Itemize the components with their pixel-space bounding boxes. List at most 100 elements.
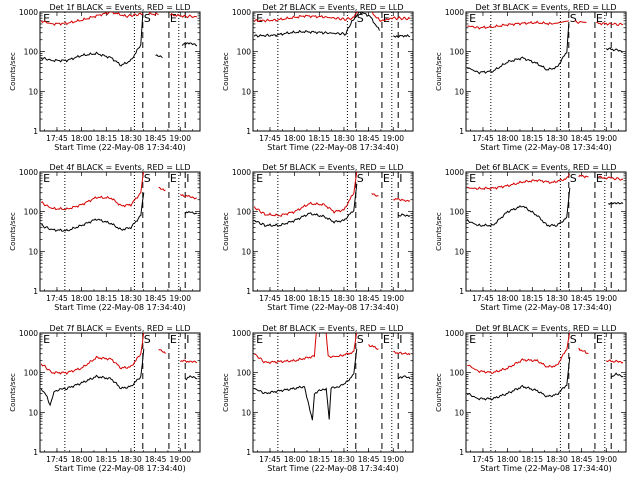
x-tick-label: 18:30 bbox=[333, 455, 355, 464]
x-axis-label: Start Time (22-May-08 17:34:40) bbox=[267, 303, 398, 312]
series-events-black bbox=[397, 375, 411, 380]
y-tick-label: 10 bbox=[28, 247, 38, 256]
series-lld-red bbox=[179, 359, 198, 363]
x-tick-label: 18:00 bbox=[284, 455, 306, 464]
y-tick-label: 10 bbox=[454, 408, 464, 417]
event-marker: E bbox=[383, 333, 390, 346]
x-tick-label: 18:00 bbox=[71, 294, 93, 303]
plot-frame bbox=[39, 11, 201, 132]
series-events-black bbox=[41, 192, 145, 232]
event-marker: E bbox=[43, 172, 50, 185]
x-axis-label: Start Time (22-May-08 17:34:40) bbox=[480, 303, 611, 312]
x-tick-label: 18:45 bbox=[571, 294, 593, 303]
x-axis-label: Start Time (22-May-08 17:34:40) bbox=[54, 143, 185, 152]
panel-title: Det 5f BLACK = Events, RED = LLD bbox=[262, 163, 403, 172]
x-tick-label: 17:45 bbox=[46, 294, 68, 303]
y-tick-label: 100 bbox=[450, 208, 465, 217]
x-tick-label: 18:15 bbox=[521, 294, 543, 303]
y-tick-label: 10 bbox=[454, 247, 464, 256]
plot-frame bbox=[465, 332, 627, 453]
event-marker: E bbox=[170, 12, 177, 25]
y-tick-label: 10 bbox=[28, 408, 38, 417]
x-tick-label: 18:30 bbox=[546, 294, 568, 303]
y-tick-label: 1 bbox=[33, 287, 38, 296]
y-axis-label: Counts/sec bbox=[435, 373, 443, 412]
plot-frame bbox=[465, 11, 627, 132]
x-tick-label: 18:00 bbox=[284, 294, 306, 303]
series-lld-red bbox=[158, 186, 166, 192]
y-tick-label: 1 bbox=[246, 448, 251, 457]
series-events-black bbox=[155, 54, 163, 59]
y-tick-label: 1000 bbox=[19, 329, 38, 338]
series-lld-red bbox=[578, 347, 589, 355]
y-tick-label: 1 bbox=[246, 127, 251, 136]
panel-det-2: Det 2f BLACK = Events, RED = LLD 1 10 100 10… bbox=[222, 3, 414, 152]
y-tick-label: 1000 bbox=[19, 168, 38, 177]
y-tick-label: 1 bbox=[459, 448, 464, 457]
panel-title: Det 3f BLACK = Events, RED = LLD bbox=[475, 3, 616, 12]
x-tick-label: 17:45 bbox=[472, 134, 494, 143]
series-events-black bbox=[467, 23, 570, 75]
panel-title: Det 9f BLACK = Events, RED = LLD bbox=[475, 324, 616, 333]
x-tick-label: 17:45 bbox=[472, 294, 494, 303]
plot-frame bbox=[39, 332, 201, 453]
y-tick-label: 1000 bbox=[232, 329, 251, 338]
series-lld-red bbox=[578, 174, 589, 179]
series-lld-red bbox=[574, 20, 587, 24]
y-axis-label: Counts/sec bbox=[9, 373, 17, 412]
series-lld-red bbox=[148, 12, 159, 16]
series-lld-red bbox=[40, 333, 145, 375]
x-tick-label: 18:00 bbox=[71, 455, 93, 464]
event-marker: E bbox=[43, 12, 50, 25]
series-lld-red bbox=[467, 20, 569, 30]
y-tick-label: 10 bbox=[28, 87, 38, 96]
x-tick-label: 18:30 bbox=[120, 294, 142, 303]
series-lld-red bbox=[371, 193, 379, 197]
event-marker: E bbox=[469, 12, 476, 25]
x-tick-label: 18:15 bbox=[95, 134, 117, 143]
event-marker: E bbox=[383, 172, 390, 185]
event-marker: S bbox=[570, 172, 577, 185]
y-axis-label: Counts/sec bbox=[435, 212, 443, 251]
x-tick-label: 17:45 bbox=[46, 134, 68, 143]
series-lld-red bbox=[40, 12, 144, 27]
series-events-black bbox=[184, 210, 198, 215]
event-marker: S bbox=[570, 12, 577, 25]
x-tick-label: 18:30 bbox=[546, 455, 568, 464]
event-marker: S bbox=[570, 333, 577, 346]
series-events-black bbox=[253, 183, 358, 228]
x-tick-label: 18:45 bbox=[145, 455, 167, 464]
y-axis-label: Counts/sec bbox=[435, 52, 443, 91]
x-axis-label: Start Time (22-May-08 17:34:40) bbox=[480, 464, 611, 473]
y-tick-label: 100 bbox=[24, 48, 39, 57]
series-lld-red bbox=[606, 359, 624, 364]
x-tick-label: 17:45 bbox=[259, 455, 281, 464]
series-events-black bbox=[610, 372, 624, 378]
x-tick-label: 18:30 bbox=[120, 134, 142, 143]
x-tick-label: 18:45 bbox=[145, 134, 167, 143]
series-events-black bbox=[40, 348, 145, 407]
event-marker: S bbox=[357, 12, 364, 25]
x-tick-label: 18:15 bbox=[308, 134, 330, 143]
panel-det-4: Det 4f BLACK = Events, RED = LLD 1 10 100 10… bbox=[9, 163, 201, 312]
x-tick-label: 19:00 bbox=[169, 455, 191, 464]
x-tick-label: 18:30 bbox=[546, 134, 568, 143]
event-marker: E bbox=[256, 333, 263, 346]
plot-frame bbox=[252, 171, 414, 292]
series-events-black bbox=[40, 13, 144, 67]
y-tick-label: 1000 bbox=[19, 8, 38, 17]
panel-det-8: Det 8f BLACK = Events, RED = LLD 1 10 100 10… bbox=[222, 324, 414, 473]
plot-frame bbox=[252, 332, 414, 453]
event-marker: S bbox=[144, 12, 151, 25]
x-tick-label: 18:45 bbox=[358, 134, 380, 143]
panel-det-3: Det 3f BLACK = Events, RED = LLD 1 10 100 10… bbox=[435, 3, 627, 152]
x-tick-label: 18:15 bbox=[308, 294, 330, 303]
series-lld-red bbox=[596, 22, 623, 27]
event-marker: E bbox=[596, 12, 603, 25]
x-tick-label: 19:00 bbox=[595, 294, 617, 303]
x-tick-label: 18:45 bbox=[571, 134, 593, 143]
x-tick-label: 18:15 bbox=[521, 455, 543, 464]
panel-det-5: Det 5f BLACK = Events, RED = LLD 1 10 100 10… bbox=[222, 163, 414, 312]
panel-det-9: Det 9f BLACK = Events, RED = LLD 1 10 100 10… bbox=[435, 324, 627, 473]
y-tick-label: 10 bbox=[241, 408, 251, 417]
